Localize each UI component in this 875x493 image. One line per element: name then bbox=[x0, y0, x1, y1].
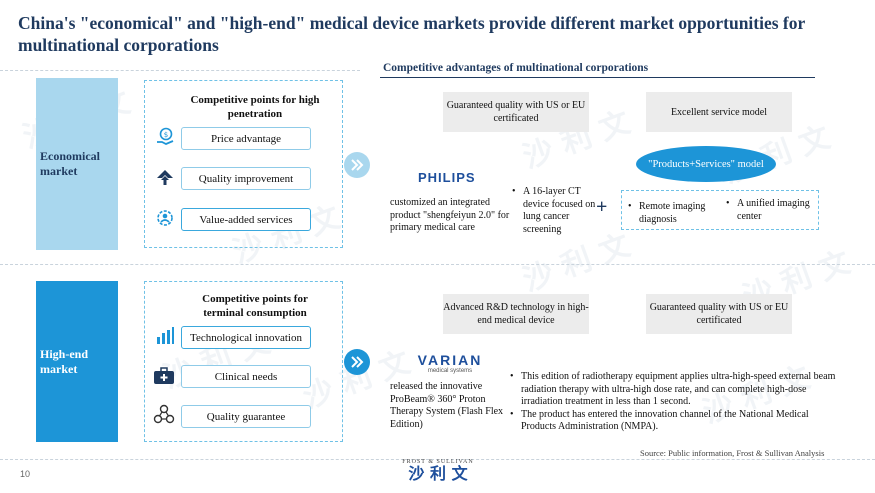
gear-person-icon bbox=[155, 208, 175, 228]
upload-arrow-icon bbox=[155, 167, 175, 187]
point-quality-improvement: Quality improvement bbox=[181, 167, 311, 190]
varian-logo: VARIAN medical systems bbox=[410, 352, 490, 374]
page-title: China's "economical" and "high-end" medi… bbox=[18, 13, 805, 55]
services-panel: Remote imaging diagnosis A unified imagi… bbox=[621, 190, 819, 230]
economical-points-panel: Competitive points for high penetration … bbox=[144, 80, 343, 248]
heading-underline bbox=[380, 77, 815, 78]
point-clinical-needs: Clinical needs bbox=[181, 365, 311, 388]
svg-text:$: $ bbox=[164, 131, 168, 139]
advantages-heading: Competitive advantages of multinational … bbox=[383, 62, 649, 74]
highend-points-panel: Competitive points for terminal consumpt… bbox=[144, 281, 343, 442]
point-price-advantage: Price advantage bbox=[181, 127, 311, 150]
footer-logo: FROST & SULLIVAN 沙 利 文 bbox=[388, 459, 488, 483]
page-number: 10 bbox=[20, 469, 31, 479]
advantage-box-certificated: Guaranteed quality with US or EU certifi… bbox=[443, 92, 589, 132]
list-item: Remote imaging diagnosis bbox=[628, 201, 720, 226]
varian-description: released the innovative ProBeam® 360° Pr… bbox=[390, 381, 504, 430]
list-item: This edition of radiotherapy equipment a… bbox=[510, 371, 840, 409]
highend-market-text: High-end market bbox=[40, 346, 89, 376]
footer-logo-main: 沙 利 文 bbox=[408, 464, 468, 483]
list-item: A unified imaging center bbox=[726, 198, 816, 223]
economical-panel-title: Competitive points for high penetration bbox=[190, 94, 320, 120]
economical-market-text: Economical market bbox=[40, 149, 100, 178]
list-item: A 16-layer CT device focused on lung can… bbox=[512, 186, 596, 236]
bar-chart-icon bbox=[155, 326, 175, 346]
advantage-box-certificated: Guaranteed quality with US or EU certifi… bbox=[646, 294, 792, 334]
economical-market-label: Economical market bbox=[36, 78, 118, 250]
highend-market-label: High-end market bbox=[36, 281, 118, 442]
philips-logo: PHILIPS bbox=[418, 170, 476, 185]
divider bbox=[0, 264, 875, 265]
money-hand-icon: $ bbox=[155, 127, 175, 147]
network-circles-icon bbox=[153, 404, 175, 424]
advantage-box-service-model: Excellent service model bbox=[646, 92, 792, 132]
advantage-box-rnd: Advanced R&D technology in high-end medi… bbox=[443, 294, 589, 334]
list-item: The product has entered the innovation c… bbox=[510, 409, 840, 434]
service-list-right: A unified imaging center bbox=[726, 198, 816, 223]
medical-kit-icon bbox=[153, 366, 174, 386]
plus-sign: + bbox=[596, 196, 608, 218]
chevron-right-icon bbox=[344, 152, 370, 178]
divider bbox=[0, 70, 360, 71]
divider bbox=[0, 459, 875, 460]
products-services-model-oval: "Products+Services" model bbox=[636, 146, 776, 182]
point-technological-innovation: Technological innovation bbox=[181, 326, 311, 349]
highend-panel-title: Competitive points for terminal consumpt… bbox=[202, 293, 308, 319]
point-quality-guarantee: Quality guarantee bbox=[181, 405, 311, 428]
varian-logo-text: VARIAN bbox=[417, 352, 483, 368]
service-list-left: Remote imaging diagnosis bbox=[628, 201, 720, 226]
footer-logo-top: FROST & SULLIVAN bbox=[402, 459, 474, 465]
varian-bullet-list: This edition of radiotherapy equipment a… bbox=[510, 371, 840, 434]
source-note: Source: Public information, Frost & Sull… bbox=[640, 448, 825, 458]
point-value-added-services: Value-added services bbox=[181, 208, 311, 231]
philips-product-list: A 16-layer CT device focused on lung can… bbox=[512, 186, 596, 236]
varian-logo-sub: medical systems bbox=[427, 368, 473, 374]
philips-description: customized an integrated product "shengf… bbox=[390, 197, 510, 233]
chevron-right-icon bbox=[344, 349, 370, 375]
